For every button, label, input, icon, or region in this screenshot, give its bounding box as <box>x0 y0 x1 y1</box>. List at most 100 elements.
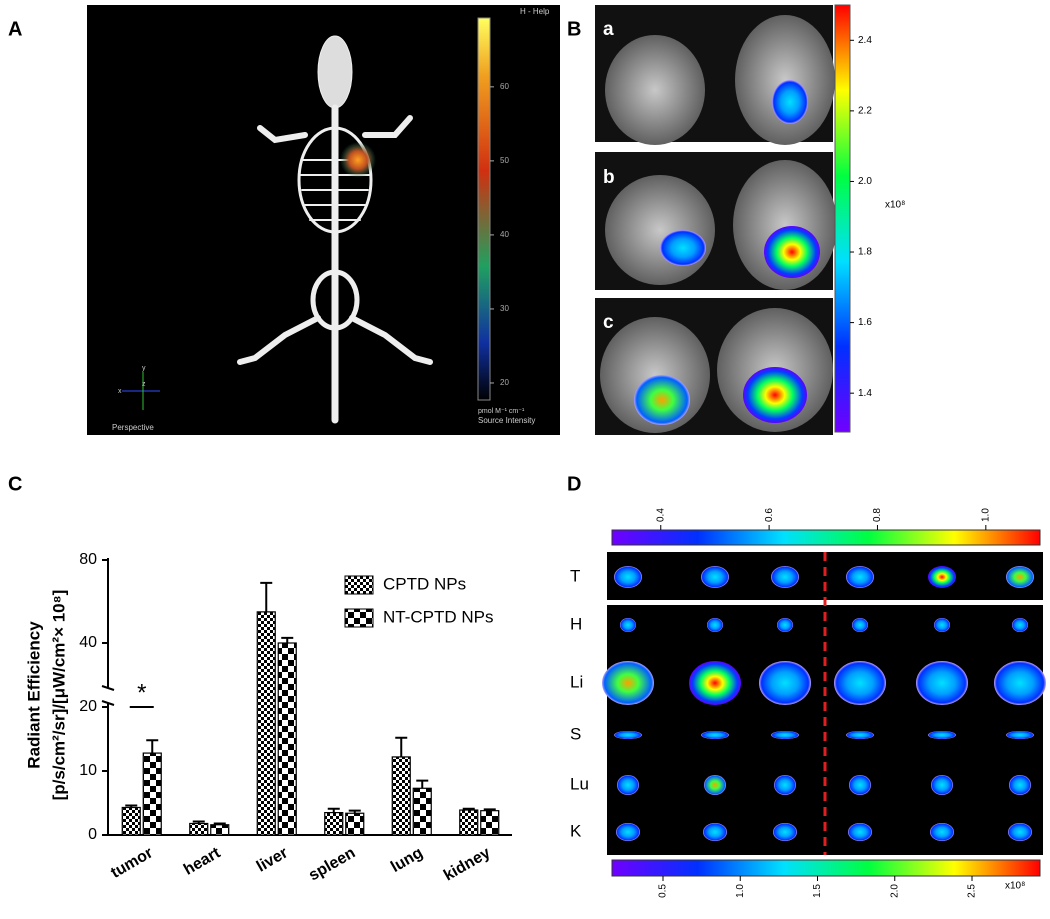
error-bar <box>395 736 408 757</box>
row-label: K <box>570 821 582 840</box>
bar <box>391 756 411 836</box>
error-bar <box>146 739 159 754</box>
organ-signal <box>930 823 954 841</box>
colorbar <box>477 17 491 401</box>
colorbar-tick-label: 2.4 <box>858 35 872 46</box>
y-axis-label: [p/s/cm²/sr]/[μW/cm²× 10⁸] <box>49 590 68 801</box>
organ-signal <box>614 731 642 739</box>
organ-signal <box>1006 731 1034 739</box>
bar <box>412 787 432 836</box>
organ-signal <box>934 618 950 632</box>
legend-label: NT-CPTD NPs <box>383 607 494 626</box>
legend-swatch <box>344 575 374 595</box>
row-label: Lu <box>570 774 589 793</box>
row-label: b <box>603 167 615 188</box>
organ-signal <box>689 661 741 705</box>
organ-signal <box>771 731 799 739</box>
x-tick-label: kidney <box>441 844 493 884</box>
colorbar-tick-label: 50 <box>500 156 509 165</box>
y-tick-label: 10 <box>79 762 97 779</box>
colorbar-unit: x10⁸ <box>1005 881 1025 892</box>
colorbar-title: Source Intensity <box>478 416 535 425</box>
colorbar-tick-label: 0.4 <box>655 508 666 522</box>
organ-signal <box>616 823 640 841</box>
colorbar-tick-label: 30 <box>500 304 509 313</box>
organ-signal <box>834 661 886 705</box>
organ-signal <box>774 775 796 795</box>
colorbar-tick-label: 1.8 <box>858 247 872 258</box>
error-bar <box>416 779 429 789</box>
bar <box>480 810 500 836</box>
organ-signal <box>928 731 956 739</box>
panel-label: C <box>8 473 22 495</box>
organ-signal <box>701 566 729 588</box>
x-tick-label: spleen <box>306 844 358 884</box>
row-label: H <box>570 614 582 633</box>
panel-label: A <box>8 18 22 40</box>
colorbar-tick-label: 1.5 <box>812 884 823 898</box>
organ-signal <box>759 661 811 705</box>
colorbar-tick-label: 1.0 <box>735 884 746 898</box>
organ-signal <box>614 566 642 588</box>
colorbar-tick-label: 1.4 <box>858 388 872 399</box>
colorbar-tick-label: 1.6 <box>858 317 872 328</box>
organ-signal <box>602 661 654 705</box>
colorbar-tick-label: 2.5 <box>967 884 978 898</box>
colorbar-tick-label: 2.0 <box>889 884 900 898</box>
organ-signal <box>620 618 636 632</box>
organ-signal <box>1006 566 1034 588</box>
colorbar-tick-label: 40 <box>500 230 509 239</box>
error-bar <box>260 581 273 612</box>
x-tick-label: heart <box>181 844 224 879</box>
axis-letter: y <box>142 365 146 372</box>
row-label: T <box>570 566 580 585</box>
significance-label: * <box>137 679 146 706</box>
y-tick-label: 0 <box>88 826 97 843</box>
legend-swatch <box>344 608 374 628</box>
bar <box>142 752 162 836</box>
bar <box>256 611 276 836</box>
axis-letter: z <box>142 381 146 388</box>
y-tick-label: 40 <box>79 634 97 651</box>
colorbar-tick-label: 0.8 <box>872 508 883 522</box>
panel-label: D <box>567 473 581 495</box>
organ-signal <box>703 823 727 841</box>
organ-signal <box>994 661 1046 705</box>
help-text: H - Help <box>520 7 550 16</box>
bar <box>210 824 230 836</box>
error-bar <box>281 636 294 643</box>
row-label: a <box>603 19 614 40</box>
organ-signal <box>773 823 797 841</box>
colorbar-unit: pmol M⁻¹ cm⁻¹ <box>478 408 525 415</box>
colorbar-tick-label: 0.6 <box>764 508 775 522</box>
colorbar <box>611 859 1041 877</box>
tumor-signal <box>340 142 376 178</box>
skeleton <box>237 35 433 424</box>
organ-signal <box>846 731 874 739</box>
x-tick-label: tumor <box>108 844 156 881</box>
organ-signal <box>1009 775 1031 795</box>
organ-signal <box>852 618 868 632</box>
colorbar-unit: x10⁸ <box>885 200 905 211</box>
organ-signal <box>617 775 639 795</box>
organ-signal <box>1008 823 1032 841</box>
legend-label: CPTD NPs <box>383 574 466 593</box>
error-bar <box>327 807 340 813</box>
bar <box>324 811 344 836</box>
organ-signal <box>704 775 726 795</box>
row-label: Li <box>570 672 583 691</box>
organ-signal <box>846 566 874 588</box>
x-tick-label: lung <box>388 844 426 876</box>
bar <box>189 822 209 836</box>
colorbar-tick-label: 2.0 <box>858 176 872 187</box>
y-tick-label: 80 <box>79 551 97 568</box>
bar <box>121 806 141 836</box>
row-label: c <box>603 312 614 333</box>
organ-signal <box>916 661 968 705</box>
colorbar-tick-label: 1.0 <box>980 508 991 522</box>
organ-signal <box>707 618 723 632</box>
organ-signal <box>848 823 872 841</box>
y-axis-label: Radiant Efficiency <box>24 621 43 769</box>
x-tick-label: liver <box>254 844 291 875</box>
